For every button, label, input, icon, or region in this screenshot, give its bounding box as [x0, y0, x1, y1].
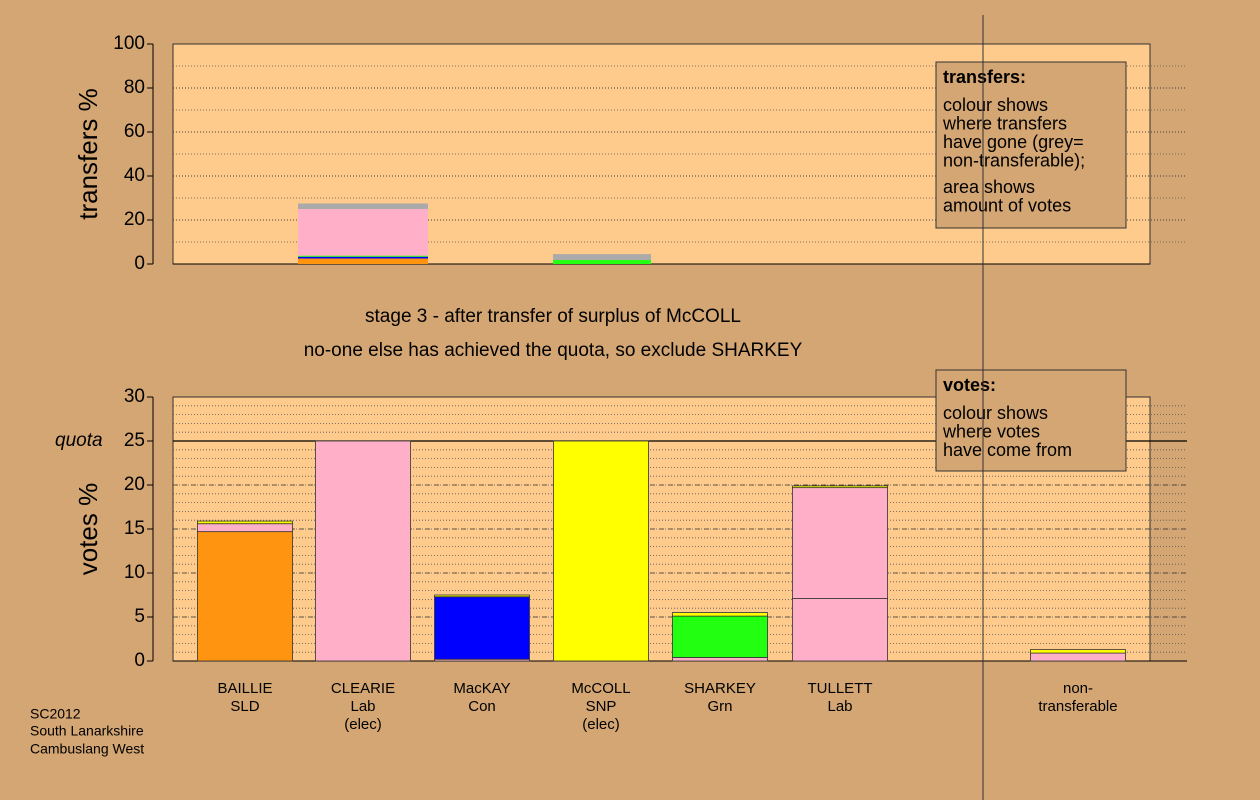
x-tick-label: MacKAY: [453, 680, 510, 697]
y-tick-label: 15: [124, 518, 145, 539]
bar-segment: [672, 612, 768, 617]
x-tick-label: SHARKEY: [684, 680, 756, 697]
y-tick-label: 25: [124, 430, 145, 451]
x-tick-label: Lab: [350, 698, 375, 715]
bar-segment: [553, 254, 651, 261]
legend-text: where transfers: [942, 113, 1067, 133]
y-axis-label: votes %: [73, 483, 103, 576]
x-tick-label: SNP: [586, 698, 617, 715]
x-tick-label: (elec): [344, 716, 382, 733]
stage-note: stage 3 - after transfer of surplus of M…: [365, 306, 741, 327]
y-tick-label: 60: [124, 121, 145, 142]
bar-segment: [792, 598, 888, 662]
x-tick-label: TULLETT: [807, 680, 872, 697]
footer: Cambuslang West: [30, 741, 144, 757]
bar-segment: [298, 258, 428, 264]
bar-segment: [197, 520, 293, 525]
legend-box: [935, 61, 1127, 229]
y-tick-label: 20: [124, 474, 145, 495]
legend-text: amount of votes: [943, 195, 1071, 215]
x-tick-label: McCOLL: [571, 680, 630, 697]
legend-text: area shows: [943, 177, 1035, 197]
bar-segment: [553, 260, 651, 264]
bar-segment: [672, 657, 768, 662]
x-tick-label: transferable: [1038, 698, 1117, 715]
x-tick-label: non-: [1063, 680, 1093, 697]
bar-segment: [434, 596, 530, 660]
x-tick-label: Grn: [707, 698, 732, 715]
y-tick-label: 40: [124, 165, 145, 186]
legend-title: votes:: [943, 375, 996, 395]
legend-text: non-transferable);: [943, 150, 1085, 170]
bar-segment: [1030, 649, 1126, 654]
bar-segment: [672, 615, 768, 658]
legend-text: have come from: [943, 440, 1072, 460]
bar-segment: [553, 440, 649, 662]
y-tick-label: 0: [134, 253, 145, 274]
x-tick-label: (elec): [582, 716, 620, 733]
footer: South Lanarkshire: [30, 723, 144, 739]
y-tick-label: 0: [134, 650, 145, 671]
legend-text: have gone (grey=: [943, 132, 1084, 152]
bar-segment: [1030, 652, 1126, 662]
bar-segment: [298, 209, 428, 256]
y-tick-label: 80: [124, 77, 145, 98]
y-tick-label: 5: [134, 606, 145, 627]
legend-title: transfers:: [943, 67, 1026, 87]
stage-note: no-one else has achieved the quota, so e…: [304, 340, 803, 361]
bar-segment: [315, 440, 411, 662]
bar-segment: [298, 203, 428, 209]
x-tick-label: CLEARIE: [331, 680, 395, 697]
y-tick-label: 20: [124, 209, 145, 230]
x-tick-label: BAILLIE: [217, 680, 272, 697]
y-tick-label: 30: [124, 386, 145, 407]
bar-segment: [298, 255, 428, 257]
legend-text: colour shows: [943, 95, 1048, 115]
quota-label: quota: [55, 430, 103, 451]
x-tick-label: SLD: [230, 698, 259, 715]
legend-text: colour shows: [943, 403, 1048, 423]
legend-text: where votes: [942, 421, 1040, 441]
y-tick-label: 100: [113, 33, 145, 54]
bar-segment: [792, 485, 888, 489]
y-tick-label: 10: [124, 562, 145, 583]
bar-segment: [434, 594, 530, 598]
footer: SC2012: [30, 706, 81, 722]
bar-segment: [197, 523, 293, 533]
bar-segment: [792, 487, 888, 599]
x-tick-label: Lab: [827, 698, 852, 715]
y-axis-label: transfers %: [73, 88, 103, 220]
x-tick-label: Con: [468, 698, 496, 715]
bar-segment: [197, 531, 293, 662]
bar-segment: [298, 256, 428, 259]
legend-box: [935, 369, 1127, 472]
